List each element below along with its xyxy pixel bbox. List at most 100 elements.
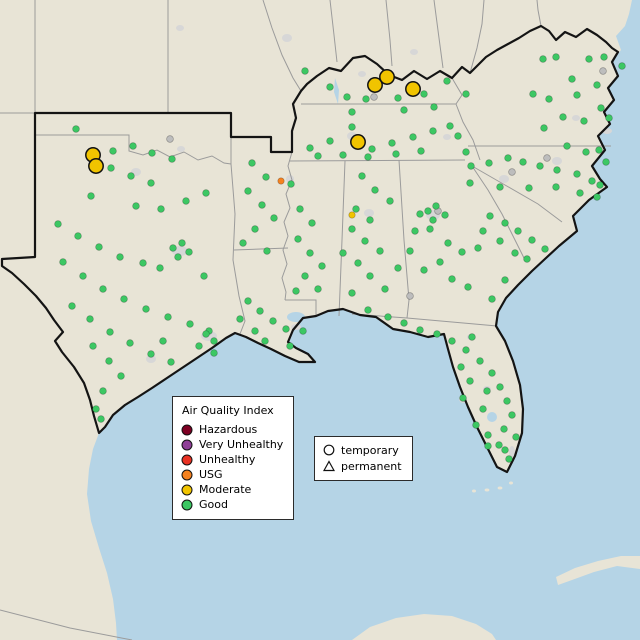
station-good bbox=[496, 183, 504, 191]
station-good bbox=[416, 326, 424, 334]
station-good bbox=[299, 327, 307, 335]
station-good bbox=[258, 201, 266, 209]
station-good bbox=[523, 255, 531, 263]
station-good bbox=[301, 67, 309, 75]
station-no-data bbox=[406, 292, 414, 300]
aqi-item-label: Good bbox=[199, 498, 228, 511]
station-good bbox=[339, 249, 347, 257]
station-good bbox=[364, 306, 372, 314]
station-good bbox=[528, 236, 536, 244]
station-good bbox=[210, 337, 218, 345]
station-good bbox=[87, 192, 95, 200]
station-good bbox=[239, 239, 247, 247]
station-good bbox=[248, 159, 256, 167]
station-good bbox=[605, 114, 613, 122]
station-moderate-temporary bbox=[367, 77, 383, 93]
state-borders bbox=[0, 0, 611, 640]
station-good bbox=[99, 285, 107, 293]
station-good bbox=[348, 108, 356, 116]
station-good bbox=[282, 325, 290, 333]
station-good bbox=[462, 90, 470, 98]
station-good bbox=[495, 441, 503, 449]
station-no-data bbox=[508, 168, 516, 176]
station-good bbox=[296, 205, 304, 213]
station-good bbox=[472, 421, 480, 429]
station-good bbox=[168, 155, 176, 163]
station-good bbox=[576, 189, 584, 197]
moderate-dot-icon bbox=[181, 484, 193, 495]
station-good bbox=[386, 197, 394, 205]
station-good bbox=[448, 275, 456, 283]
station-good bbox=[182, 197, 190, 205]
station-good bbox=[343, 93, 351, 101]
station-good bbox=[420, 90, 428, 98]
station-no-data bbox=[543, 154, 551, 162]
station-good bbox=[602, 158, 610, 166]
symbol-legend-item-permanent: permanent bbox=[323, 458, 402, 474]
station-good bbox=[384, 313, 392, 321]
station-good bbox=[376, 247, 384, 255]
region-outline bbox=[0, 24, 620, 474]
station-good bbox=[416, 210, 424, 218]
symbol-legend: temporary permanent bbox=[314, 436, 413, 481]
station-good bbox=[514, 227, 522, 235]
symbol-item-label: temporary bbox=[341, 443, 399, 457]
station-good bbox=[443, 77, 451, 85]
station-good bbox=[306, 249, 314, 257]
station-good bbox=[120, 295, 128, 303]
station-good bbox=[508, 411, 516, 419]
station-good bbox=[126, 339, 134, 347]
station-good bbox=[202, 330, 210, 338]
station-good bbox=[366, 216, 374, 224]
station-good bbox=[354, 259, 362, 267]
station-usg bbox=[277, 177, 285, 185]
station-good bbox=[270, 214, 278, 222]
symbol-legend-item-temporary: temporary bbox=[323, 442, 402, 458]
station-good bbox=[174, 253, 182, 261]
station-good bbox=[464, 283, 472, 291]
temporary-circle-icon bbox=[323, 444, 335, 456]
station-good bbox=[286, 342, 294, 350]
station-good bbox=[573, 170, 581, 178]
station-good bbox=[458, 248, 466, 256]
station-good bbox=[588, 177, 596, 185]
station-good bbox=[568, 75, 576, 83]
station-good bbox=[156, 264, 164, 272]
station-good bbox=[251, 327, 259, 335]
station-good bbox=[262, 173, 270, 181]
station-good bbox=[326, 83, 334, 91]
station-good bbox=[68, 302, 76, 310]
station-good bbox=[400, 106, 408, 114]
station-good bbox=[392, 150, 400, 158]
station-good bbox=[474, 244, 482, 252]
station-good bbox=[441, 211, 449, 219]
station-good bbox=[164, 313, 172, 321]
aqi-legend-item-moderate: Moderate bbox=[181, 482, 283, 497]
station-good bbox=[364, 153, 372, 161]
station-good bbox=[573, 91, 581, 99]
station-good bbox=[301, 272, 309, 280]
hazardous-dot-icon bbox=[181, 424, 193, 435]
station-good bbox=[147, 350, 155, 358]
station-good bbox=[326, 137, 334, 145]
station-good bbox=[618, 62, 626, 70]
aqi-legend-item-good: Good bbox=[181, 497, 283, 512]
station-good bbox=[294, 235, 302, 243]
station-good bbox=[503, 397, 511, 405]
station-good bbox=[466, 377, 474, 385]
station-good bbox=[306, 144, 314, 152]
station-good bbox=[595, 146, 603, 154]
station-good bbox=[426, 225, 434, 233]
station-good bbox=[388, 139, 396, 147]
station-good bbox=[462, 346, 470, 354]
station-good bbox=[185, 248, 193, 256]
station-good bbox=[261, 337, 269, 345]
station-good bbox=[400, 319, 408, 327]
station-good bbox=[358, 172, 366, 180]
station-good bbox=[505, 455, 513, 463]
station-good bbox=[129, 142, 137, 150]
station-good bbox=[352, 205, 360, 213]
station-good bbox=[105, 357, 113, 365]
station-good bbox=[479, 405, 487, 413]
